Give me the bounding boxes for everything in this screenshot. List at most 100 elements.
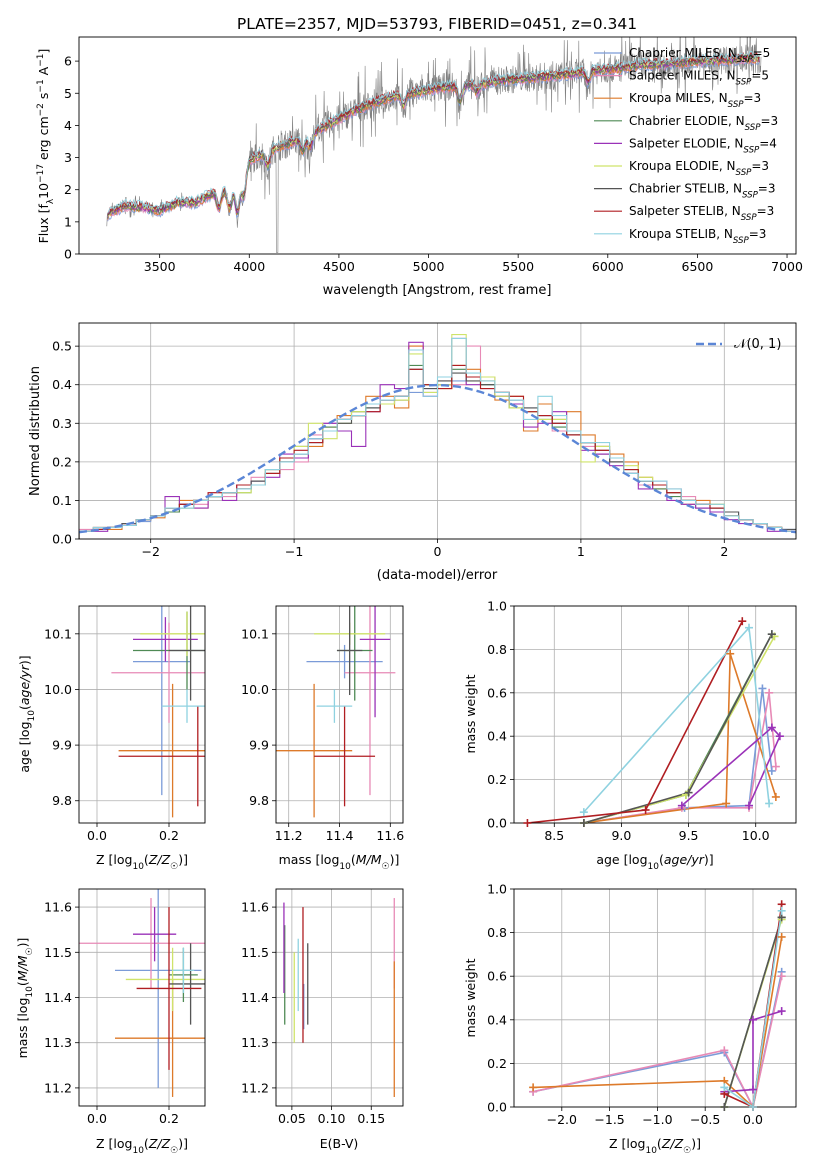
y-tick-label: 11.6	[44, 900, 72, 915]
errorbar-plot	[276, 606, 396, 818]
y-tick-label: 0	[64, 247, 72, 262]
axes-frame	[78, 605, 206, 824]
x-tick-label: 1	[577, 544, 585, 559]
y-tick-label: 11.2	[241, 1080, 269, 1095]
y-tick-label: 1.0	[487, 882, 507, 897]
x-tick-label: −1.0	[642, 1112, 672, 1127]
weight-line	[583, 692, 777, 823]
y-tick-label: 5	[64, 86, 72, 101]
weight-plot	[532, 904, 783, 1107]
errorbar-plot	[283, 898, 395, 1097]
weight-line	[583, 633, 773, 823]
legend-label: 𝒩(0, 1)	[734, 337, 781, 352]
y-tick-label: 0.6	[487, 685, 507, 700]
y-tick-label: 1.0	[487, 599, 507, 614]
legend-label: Chabrier MILES, NSSP=5	[629, 46, 770, 65]
x-tick-label: 8.5	[544, 828, 564, 843]
y-tick-label: 10.0	[44, 682, 72, 697]
legend-label: Kroupa MILES, NSSP=3	[629, 91, 761, 110]
axes-frame	[78, 36, 797, 255]
y-tick-label: 11.4	[241, 990, 269, 1005]
y-tick-label: 11.3	[241, 1035, 269, 1050]
histogram-plot	[79, 334, 796, 539]
x-tick-label: 0.0	[87, 1111, 107, 1126]
y-tick-label: 0.0	[487, 1100, 507, 1115]
weight-line	[532, 976, 783, 1107]
y-tick-label: 10.1	[44, 626, 72, 641]
legend: Chabrier MILES, NSSP=5 Salpeter MILES, NS…	[594, 46, 778, 246]
y-tick-label: 11.6	[241, 900, 269, 915]
y-axis-label: Flux [fλ10−17 erg cm−2 s−1 A−1]	[36, 49, 56, 244]
x-tick-label: −1.5	[594, 1112, 624, 1127]
weight-line	[527, 620, 744, 823]
y-tick-label: 10.1	[241, 626, 269, 641]
weight-line	[583, 653, 777, 823]
axes-frame	[275, 888, 404, 1107]
weight-line	[583, 633, 773, 823]
x-tick-label: 5000	[413, 259, 445, 274]
x-tick-label: 0.2	[159, 1111, 179, 1126]
y-tick-label: 9.8	[52, 793, 72, 808]
y-tick-label: 0.2	[52, 454, 72, 469]
y-tick-label: 9.8	[249, 793, 269, 808]
x-tick-label: 2	[720, 544, 728, 559]
x-axis-label: (data-model)/error	[377, 568, 498, 583]
axes-frame	[78, 888, 206, 1107]
x-tick-label: 0.10	[318, 1111, 346, 1126]
errorbar-plot	[79, 889, 205, 1097]
x-tick-label: 4000	[233, 259, 265, 274]
y-tick-label: 11.5	[44, 945, 72, 960]
x-axis-label: E(B-V)	[320, 1136, 359, 1151]
y-tick-label: 3	[64, 150, 72, 165]
y-tick-label: 0.2	[487, 772, 507, 787]
y-tick-label: 9.9	[52, 738, 72, 753]
y-axis-label: mass [log10(M/M☉)]	[15, 938, 35, 1059]
model-fit-line	[107, 50, 760, 214]
y-tick-label: 6	[64, 54, 72, 69]
gaussian-curve	[79, 383, 796, 534]
y-tick-label: 9.9	[249, 738, 269, 753]
x-tick-label: −2.0	[547, 1112, 577, 1127]
axes-frame	[275, 605, 404, 824]
x-tick-label: 0.0	[743, 1112, 763, 1127]
y-tick-label: 11.2	[44, 1080, 72, 1095]
legend-label: Chabrier STELIB, NSSP=3	[629, 182, 776, 201]
weight-line	[724, 1010, 782, 1093]
axes-5: 0.0 0.2 11.2 11.3 11.4 11.5 11.6	[44, 888, 206, 1126]
legend-label: Salpeter ELODIE, NSSP=4	[629, 136, 777, 155]
y-tick-label: 0.5	[52, 339, 72, 354]
x-tick-label: 3500	[144, 259, 176, 274]
axes-3: 11.2 11.4 11.6 9.8 9.9 10.0 10.1	[241, 605, 404, 843]
weight-line	[583, 625, 770, 813]
errorbar-plot	[111, 606, 205, 818]
axes-frame	[78, 322, 797, 540]
y-axis-label: age [log10(age/yr)]	[17, 655, 37, 772]
axes-frame	[513, 888, 797, 1108]
x-tick-label: 11.6	[376, 828, 404, 843]
weight-line	[723, 917, 783, 1107]
y-tick-label: 0.2	[487, 1056, 507, 1071]
x-tick-label: 0.2	[159, 828, 179, 843]
x-axis-label: age [log10(age/yr)]	[596, 852, 713, 872]
chart-title: PLATE=2357, MJD=53793, FIBERID=0451, z=0…	[237, 15, 637, 33]
y-axis-label: Normed distribution	[28, 366, 43, 496]
weight-line	[583, 688, 773, 823]
legend-label: Kroupa STELIB, NSSP=3	[629, 227, 766, 246]
x-tick-label: 7000	[771, 259, 803, 274]
x-tick-label: −2	[141, 544, 159, 559]
legend-label: Salpeter STELIB, NSSP=3	[629, 204, 774, 223]
x-tick-label: −0.5	[690, 1112, 720, 1127]
y-tick-label: 0.1	[52, 493, 72, 508]
y-tick-label: 0.3	[52, 416, 72, 431]
x-axis-label: Z [log10(Z/Z☉)]	[96, 852, 188, 872]
y-tick-label: 10.0	[241, 682, 269, 697]
legend-label: Salpeter MILES, NSSP=5	[629, 69, 769, 88]
x-tick-label: 6000	[592, 259, 624, 274]
y-tick-label: 0.4	[487, 729, 507, 744]
y-tick-label: 0.0	[487, 816, 507, 831]
histogram-step	[79, 337, 796, 539]
x-tick-label: 0.05	[278, 1111, 306, 1126]
weight-line	[723, 910, 783, 1107]
y-tick-label: 11.5	[241, 945, 269, 960]
